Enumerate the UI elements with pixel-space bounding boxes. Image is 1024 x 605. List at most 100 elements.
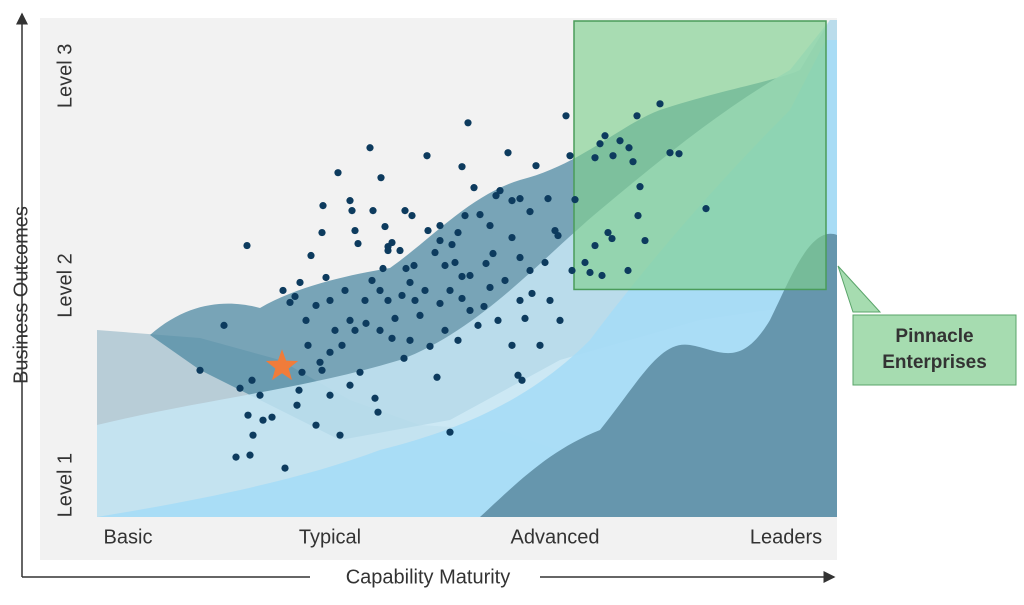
scatter-point	[526, 208, 534, 216]
scatter-point	[398, 291, 406, 300]
scatter-point	[402, 264, 410, 273]
scatter-point	[326, 296, 334, 305]
scatter-point	[416, 311, 424, 320]
scatter-point	[641, 236, 649, 245]
y-tick-label: Level 3	[54, 44, 76, 109]
scatter-point	[526, 266, 534, 275]
scatter-point	[629, 158, 637, 166]
scatter-point	[312, 301, 320, 310]
scatter-point	[556, 316, 564, 324]
scatter-point	[281, 464, 289, 472]
shape	[480, 233, 837, 517]
scatter-point	[441, 261, 449, 270]
scatter-point	[546, 296, 554, 305]
scatter-point	[508, 197, 516, 205]
scatter-point	[562, 112, 570, 120]
scatter-point	[423, 152, 431, 160]
scatter-point	[532, 162, 540, 170]
x-tick-label: Leaders	[750, 526, 822, 548]
scatter-point	[492, 192, 500, 200]
scatter-point	[406, 278, 414, 287]
scatter-point	[441, 326, 449, 334]
scatter-point	[636, 183, 644, 191]
scatter-point	[401, 207, 409, 215]
scatter-point	[361, 296, 369, 305]
scatter-point	[259, 416, 267, 424]
scatter-point	[316, 358, 324, 366]
scatter-point	[396, 246, 404, 255]
scatter-point	[470, 184, 478, 192]
x-axis-title: Capability Maturity	[346, 566, 511, 588]
scatter-point	[474, 321, 482, 329]
scatter-point	[541, 258, 549, 267]
scatter-point	[461, 212, 469, 220]
scatter-point	[571, 196, 579, 204]
scatter-point	[591, 154, 599, 162]
scatter-point	[304, 341, 312, 349]
scatter-point	[458, 272, 466, 281]
scatter-point	[624, 266, 632, 275]
scatter-point	[466, 306, 474, 315]
scatter-point	[400, 354, 408, 362]
scatter-point	[436, 236, 444, 245]
scatter-point	[616, 137, 624, 145]
scatter-point	[633, 112, 641, 120]
scatter-point	[536, 341, 544, 349]
scatter-point	[516, 296, 524, 305]
highlight-star	[265, 349, 299, 381]
scatter-point	[516, 253, 524, 262]
scatter-point	[528, 289, 536, 298]
scatter-point	[482, 259, 490, 268]
scatter-point	[371, 394, 379, 402]
scatter-point	[431, 248, 439, 257]
scatter-point	[302, 316, 310, 324]
y-tick-label: Level 2	[54, 253, 76, 318]
scatter-point	[338, 341, 346, 349]
scatter-point	[514, 371, 522, 379]
scatter-point	[596, 140, 604, 148]
scatter-point	[334, 169, 342, 177]
scatter-point	[480, 302, 488, 311]
scatter-point	[326, 348, 334, 356]
scatter-point	[246, 451, 254, 459]
scatter-point	[326, 391, 334, 399]
scatter-point	[489, 249, 497, 258]
scatter-point	[377, 174, 385, 182]
scatter-point	[319, 202, 327, 210]
scatter-point	[196, 366, 204, 374]
scatter-point	[348, 207, 356, 215]
scatter-point	[307, 251, 315, 260]
scatter-point	[384, 246, 392, 255]
scatter-point	[581, 258, 589, 267]
scatter-point	[586, 268, 594, 277]
scatter-point	[379, 264, 387, 273]
scatter-point	[568, 266, 576, 275]
scatter-point	[312, 421, 320, 429]
scatter-point	[554, 231, 562, 240]
scatter-point	[232, 453, 240, 461]
scatter-point	[286, 298, 294, 307]
scatter-point	[346, 381, 354, 389]
scatter-point	[496, 187, 504, 195]
scatter-point	[625, 144, 633, 152]
scatter-point	[366, 144, 374, 152]
scatter-point	[486, 221, 494, 230]
scatter-point	[341, 286, 349, 295]
scatter-point	[544, 195, 552, 203]
scatter-point	[291, 292, 299, 301]
scatter-point	[675, 150, 683, 158]
scatter-point	[426, 342, 434, 350]
scatter-point	[362, 319, 370, 327]
scatter-point	[508, 341, 516, 349]
scatter-point	[346, 197, 354, 205]
scatter-point	[451, 258, 459, 267]
scatter-point	[374, 408, 382, 416]
scatter-point	[666, 149, 674, 157]
scatter-point	[296, 278, 304, 287]
scatter-point	[376, 326, 384, 334]
scatter-point	[354, 239, 362, 248]
scatter-point	[516, 195, 524, 203]
scatter-point	[356, 368, 364, 376]
callout-box	[852, 314, 1017, 386]
